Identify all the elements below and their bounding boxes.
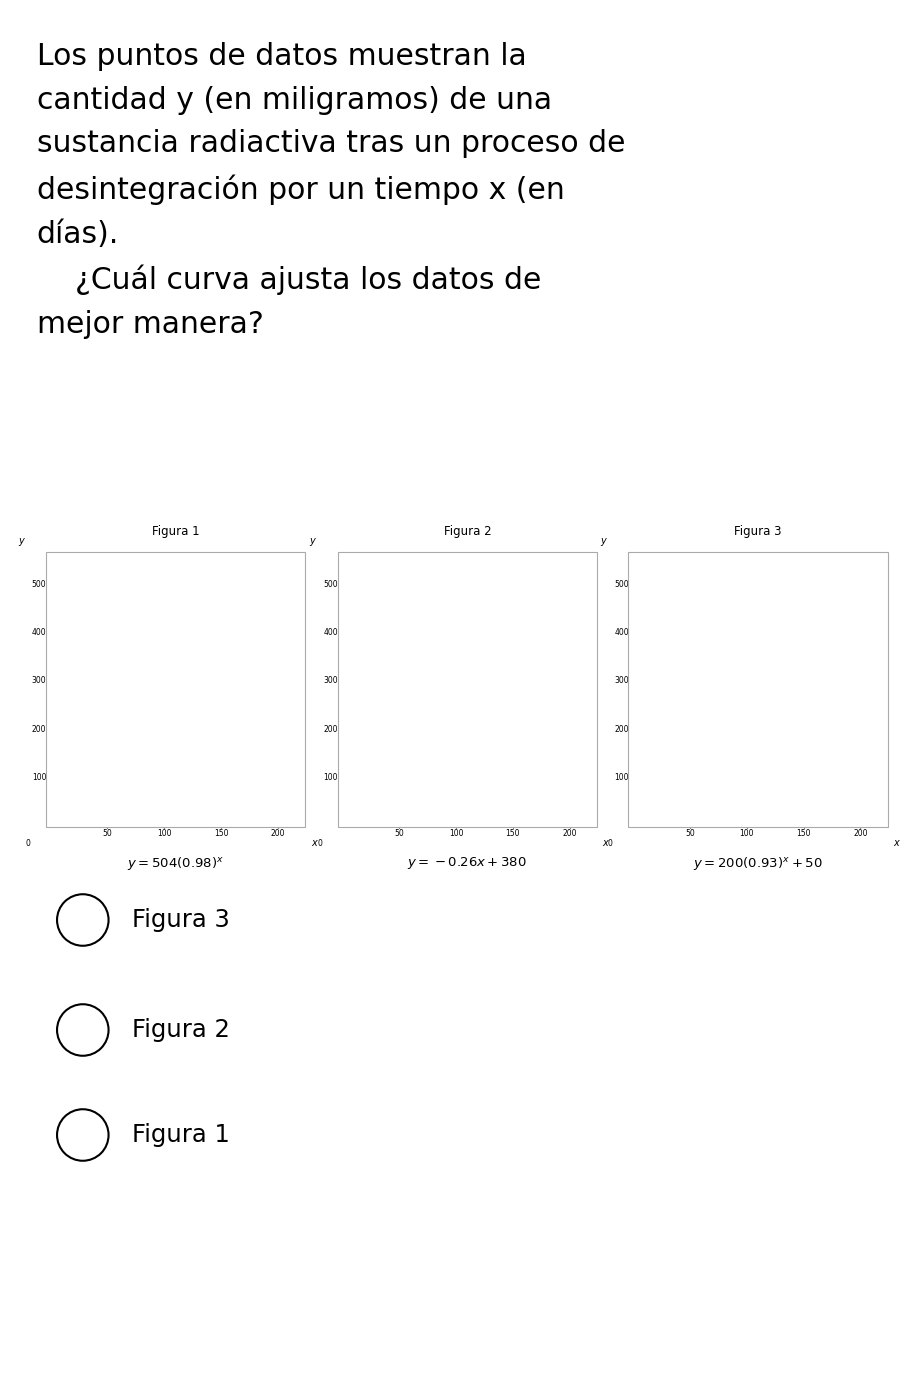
- Point: [533, 798, 548, 821]
- Point: [242, 798, 256, 821]
- Point: [804, 794, 819, 816]
- Text: x: x: [602, 839, 607, 848]
- Point: [213, 797, 228, 819]
- Point: [514, 794, 528, 816]
- Text: $y = 200(0.93)^x + 50$: $y = 200(0.93)^x + 50$: [692, 855, 823, 872]
- Point: [693, 742, 708, 764]
- Text: y: y: [310, 535, 315, 546]
- Point: [812, 796, 827, 818]
- Text: Figura 2: Figura 2: [131, 1017, 229, 1042]
- Point: [54, 632, 69, 654]
- Point: [254, 800, 268, 822]
- Text: 0: 0: [317, 840, 322, 848]
- Text: Figura 1: Figura 1: [152, 525, 199, 538]
- Point: [403, 742, 417, 764]
- Point: [222, 794, 237, 816]
- Point: [636, 632, 651, 654]
- Text: Los puntos de datos muestran la
cantidad y (en miligramos) de una
sustancia radi: Los puntos de datos muestran la cantidad…: [37, 42, 625, 340]
- Text: Figura 2: Figura 2: [443, 525, 491, 538]
- Text: y: y: [600, 535, 606, 546]
- Point: [77, 703, 92, 725]
- Point: [795, 797, 810, 819]
- Point: [471, 782, 485, 804]
- Text: 0: 0: [26, 840, 30, 848]
- Point: [522, 796, 537, 818]
- Point: [270, 800, 285, 822]
- Point: [562, 800, 576, 822]
- Point: [823, 798, 838, 821]
- Text: 0: 0: [607, 840, 612, 848]
- Point: [231, 796, 245, 818]
- Point: [852, 800, 867, 822]
- Text: x: x: [892, 839, 898, 848]
- Text: Figura 3: Figura 3: [733, 525, 781, 538]
- Point: [111, 742, 126, 764]
- Text: Figura 1: Figura 1: [131, 1123, 229, 1148]
- Point: [761, 782, 776, 804]
- Point: [346, 632, 360, 654]
- Text: $y = 504(0.98)^x$: $y = 504(0.98)^x$: [127, 855, 224, 872]
- Text: $y = -0.26x + 380$: $y = -0.26x + 380$: [407, 855, 527, 872]
- Point: [545, 800, 560, 822]
- Point: [179, 782, 194, 804]
- Point: [659, 703, 674, 725]
- Point: [835, 800, 850, 822]
- Point: [437, 765, 451, 787]
- Point: [145, 765, 160, 787]
- Point: [727, 765, 742, 787]
- Text: Figura 3: Figura 3: [131, 908, 229, 931]
- Point: [505, 797, 519, 819]
- Text: x: x: [311, 839, 316, 848]
- Text: y: y: [18, 535, 24, 546]
- Point: [369, 703, 383, 725]
